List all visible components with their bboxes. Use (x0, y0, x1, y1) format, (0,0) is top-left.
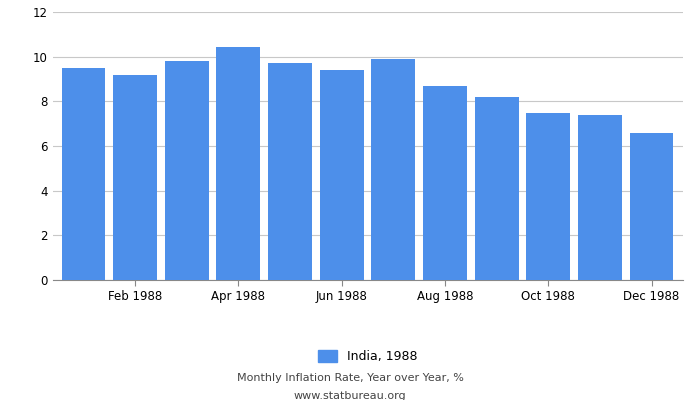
Bar (216, 47, 260, 280)
Text: Monthly Inflation Rate, Year over Year, %: Monthly Inflation Rate, Year over Year, … (237, 373, 463, 383)
Bar (113, 74, 157, 280)
Bar (62, 68, 106, 280)
Bar (475, 97, 519, 280)
Bar (526, 112, 570, 280)
Bar (629, 133, 673, 280)
Bar (578, 115, 622, 280)
Bar (164, 61, 209, 280)
Text: www.statbureau.org: www.statbureau.org (294, 391, 406, 400)
Bar (372, 59, 415, 280)
Bar (423, 86, 467, 280)
Bar (320, 70, 363, 280)
Bar (268, 63, 312, 280)
Legend: India, 1988: India, 1988 (313, 345, 422, 368)
